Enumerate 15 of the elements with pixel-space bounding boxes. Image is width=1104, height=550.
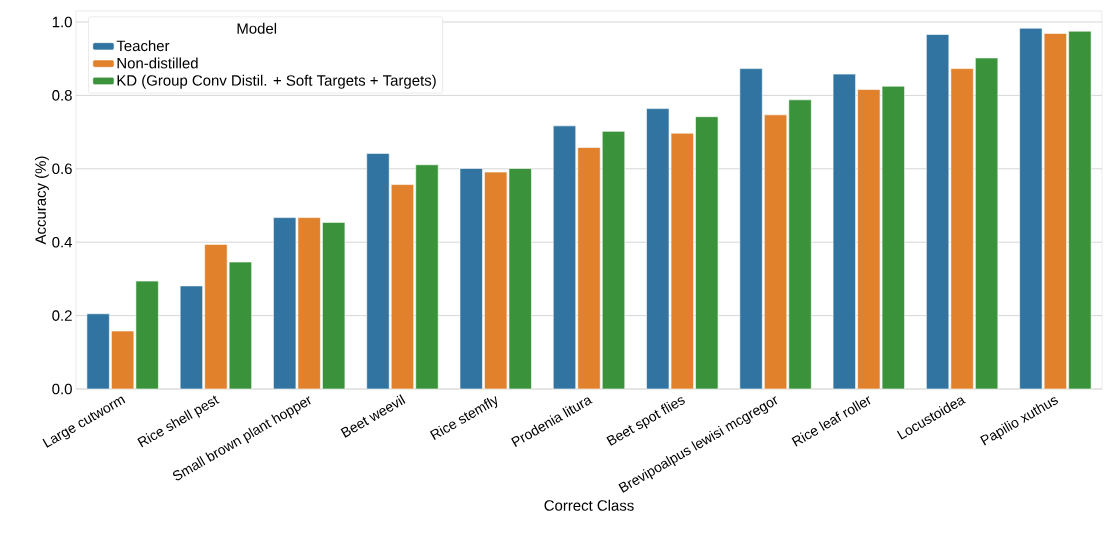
x-tick-label: Rice shell pest <box>137 395 220 448</box>
x-tick-label: Rice leaf roller <box>791 396 871 447</box>
legend-label: Non-distilled <box>117 57 198 69</box>
y-tick-label: 0.8 <box>52 90 72 101</box>
y-tick-label: 0.6 <box>52 163 72 175</box>
x-axis-title: Correct Class <box>544 499 634 511</box>
y-tick-label: 1.0 <box>52 16 72 28</box>
y-axis-title: Accuracy (%) <box>34 156 49 245</box>
legend-label: KD (Group Conv Distil. + Soft Targets + Targets) <box>117 74 436 89</box>
legend-title: Model <box>237 22 277 34</box>
y-tick-label: 0.0 <box>52 383 72 395</box>
y-tick-label: 0.2 <box>52 310 72 321</box>
x-tick-label: Beet spot flies <box>606 397 685 446</box>
legend-label: Teacher <box>116 40 170 52</box>
y-tick-label: 0.4 <box>52 236 73 248</box>
